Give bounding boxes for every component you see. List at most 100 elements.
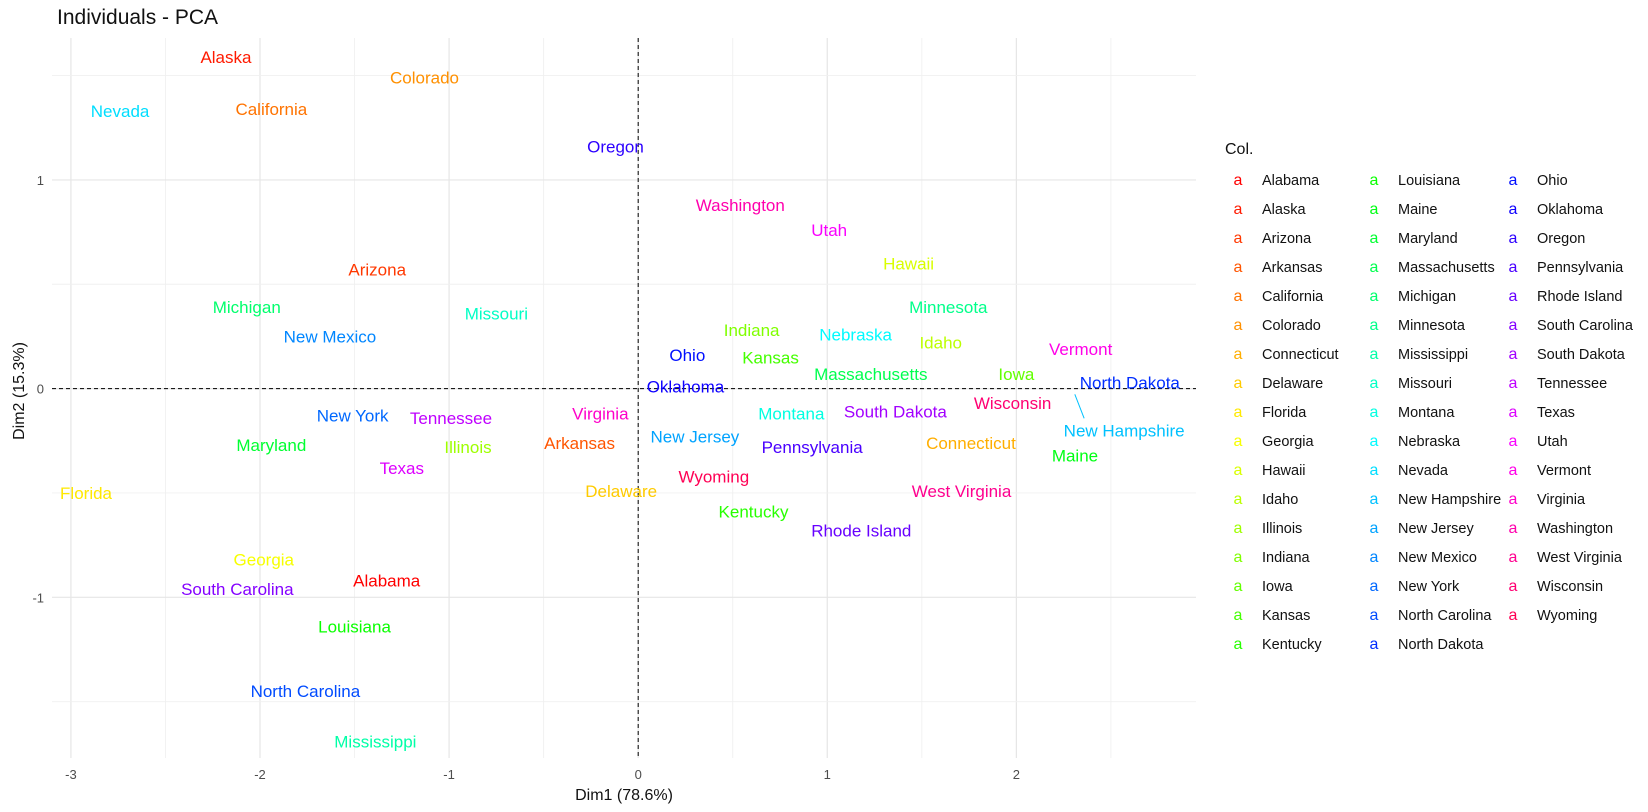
point-label: Kansas [742, 348, 799, 367]
legend-key: a [1509, 549, 1518, 566]
legend-key: a [1509, 404, 1518, 421]
legend-entry-label: Tennessee [1537, 376, 1607, 392]
legend-entry-label: Nevada [1398, 463, 1449, 479]
legend-key: a [1234, 520, 1243, 537]
legend-entry-label: Wyoming [1537, 608, 1597, 624]
point-label: Mississippi [334, 732, 416, 751]
point-label: North Dakota [1080, 373, 1181, 392]
point-label: Texas [380, 459, 424, 478]
legend-key: a [1370, 520, 1379, 537]
point-label: Rhode Island [811, 522, 911, 541]
x-tick-label: -3 [65, 767, 77, 782]
legend-key: a [1234, 375, 1243, 392]
point-label: Florida [60, 484, 113, 503]
point-label: Nebraska [819, 325, 892, 344]
x-axis-label: Dim1 (78.6%) [575, 787, 673, 804]
point-label: Washington [696, 196, 785, 215]
reference-lines [52, 38, 1196, 758]
legend-entry-label: Texas [1537, 405, 1575, 421]
legend-key: a [1370, 346, 1379, 363]
legend-key: a [1370, 375, 1379, 392]
point-label: Utah [811, 221, 847, 240]
point-label: Wyoming [678, 467, 749, 486]
x-tick-label: 1 [824, 767, 831, 782]
point-label: New Hampshire [1064, 421, 1185, 440]
legend-entry-label: Pennsylvania [1537, 260, 1624, 276]
point-label: Colorado [390, 69, 459, 88]
point-label: Maryland [236, 436, 306, 455]
point-label: New York [317, 407, 389, 426]
legend-entry-label: New Mexico [1398, 550, 1477, 566]
point-label: Maine [1052, 446, 1098, 465]
point-label: Idaho [919, 334, 962, 353]
legend-entry-label: Maine [1398, 202, 1438, 218]
point-label: Alabama [353, 572, 421, 591]
legend-entry-label: Michigan [1398, 289, 1456, 305]
legend-entry-label: Alabama [1262, 173, 1320, 189]
point-labels: Alabama Alaska Arizona Arkansas California Co… [60, 48, 1185, 752]
legend-key: a [1370, 607, 1379, 624]
y-tick-label: -1 [32, 590, 44, 605]
point-label: Vermont [1049, 340, 1113, 359]
legend-entry-label: North Carolina [1398, 608, 1492, 624]
legend-entry-label: Minnesota [1398, 318, 1466, 334]
legend-entry-label: Massachusetts [1398, 260, 1495, 276]
legend-key: a [1509, 201, 1518, 218]
legend-key: a [1370, 288, 1379, 305]
legend-key: a [1370, 172, 1379, 189]
legend-key: a [1370, 549, 1379, 566]
legend-entry-label: Oklahoma [1537, 202, 1604, 218]
legend-entry-label: Washington [1537, 521, 1613, 537]
legend-key: a [1234, 491, 1243, 508]
legend-key: a [1234, 549, 1243, 566]
legend-key: a [1234, 172, 1243, 189]
x-tick-label: -1 [443, 767, 455, 782]
point-label: Louisiana [318, 618, 391, 637]
legend-key: a [1509, 462, 1518, 479]
legend-key: a [1234, 317, 1243, 334]
legend-key: a [1234, 346, 1243, 363]
legend-key: a [1234, 201, 1243, 218]
legend-key: a [1509, 607, 1518, 624]
point-label: South Dakota [844, 403, 948, 422]
legend-entry-label: Virginia [1537, 492, 1586, 508]
point-label: Montana [758, 405, 825, 424]
legend-entry-label: North Dakota [1398, 637, 1484, 653]
legend: Col. a Alabama a Alaska a Arizona a Arkansas a Ca… [1225, 141, 1634, 653]
legend-entry-label: Wisconsin [1537, 579, 1603, 595]
point-label: Nevada [91, 102, 150, 121]
legend-key: a [1370, 462, 1379, 479]
legend-entry-label: Oregon [1537, 231, 1585, 247]
legend-entry-label: Connecticut [1262, 347, 1339, 363]
x-tick-label: 2 [1013, 767, 1020, 782]
point-label: Pennsylvania [762, 438, 864, 457]
legend-entry-label: South Dakota [1537, 347, 1626, 363]
legend-key: a [1509, 346, 1518, 363]
legend-key: a [1370, 230, 1379, 247]
point-label: Ohio [669, 346, 705, 365]
legend-key: a [1234, 230, 1243, 247]
legend-key: a [1509, 520, 1518, 537]
legend-key: a [1370, 259, 1379, 276]
legend-entry-label: Mississippi [1398, 347, 1468, 363]
x-tick-label: -2 [254, 767, 266, 782]
legend-entry-label: Illinois [1262, 521, 1302, 537]
point-label: Connecticut [926, 434, 1016, 453]
legend-entry-label: Alaska [1262, 202, 1306, 218]
legend-entry-label: Iowa [1262, 579, 1294, 595]
axis-ticks: -3 -2 -1 0 1 2 -1 0 1 [32, 173, 1020, 782]
legend-entry-label: Louisiana [1398, 173, 1461, 189]
legend-key: a [1234, 288, 1243, 305]
point-label: Minnesota [909, 298, 988, 317]
legend-entry-label: Arizona [1262, 231, 1312, 247]
point-label: California [235, 100, 307, 119]
point-label: Iowa [998, 365, 1034, 384]
legend-entry-label: New York [1398, 579, 1460, 595]
point-label: Massachusetts [814, 365, 927, 384]
legend-key: a [1234, 607, 1243, 624]
legend-key: a [1509, 317, 1518, 334]
point-label: Georgia [234, 551, 295, 570]
legend-entry-label: Idaho [1262, 492, 1298, 508]
legend-entry-label: Hawaii [1262, 463, 1306, 479]
